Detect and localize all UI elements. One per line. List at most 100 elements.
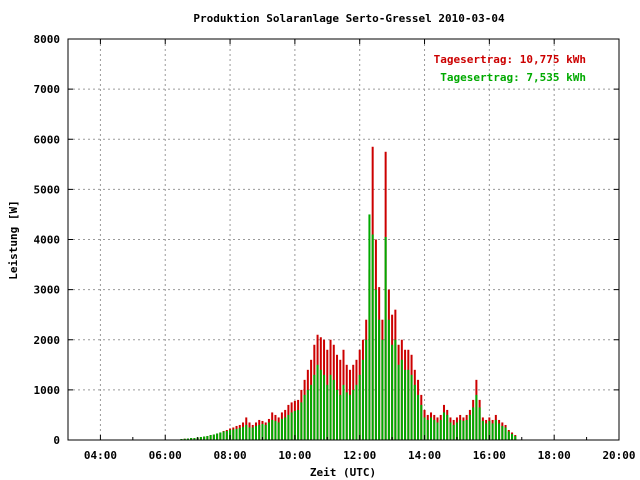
bar-green (209, 434, 212, 440)
bar-green (387, 319, 390, 440)
bar-green (225, 430, 228, 440)
bar-green (319, 369, 322, 440)
bar-green (485, 423, 488, 440)
bar-green (212, 434, 215, 440)
bar-green (242, 426, 245, 440)
y-tick-label: 2000 (34, 334, 61, 347)
bar-green (219, 432, 222, 440)
bar-green (355, 384, 358, 440)
bar-green (446, 414, 449, 440)
bar-green (183, 438, 186, 440)
bar-green (420, 404, 423, 440)
bar-green (407, 369, 410, 440)
x-tick-label: 18:00 (538, 449, 571, 462)
bar-green (368, 214, 371, 440)
y-tick-label: 4000 (34, 234, 61, 247)
y-tick-label: 5000 (34, 183, 61, 196)
bar-green (329, 374, 332, 440)
legend-entry: Tagesertrag: 7,535 kWh (440, 71, 586, 84)
bar-green (264, 424, 267, 440)
bar-green (277, 422, 280, 440)
bar-green (352, 389, 355, 441)
bar-green (475, 394, 478, 440)
bar-green (274, 420, 277, 440)
bar-green (436, 422, 439, 440)
bar-green (206, 435, 209, 440)
bar-green (400, 359, 403, 440)
x-tick-label: 06:00 (149, 449, 182, 462)
bar-green (332, 379, 335, 440)
bar-green (297, 409, 300, 440)
bar-green (300, 402, 303, 440)
x-tick-label: 04:00 (84, 449, 117, 462)
bar-green (468, 414, 471, 440)
y-tick-label: 7000 (34, 83, 61, 96)
y-axis-label: Leistung [W] (7, 200, 20, 279)
legend-entry: Tagesertrag: 10,775 kWh (434, 53, 586, 66)
bar-green (342, 384, 345, 440)
x-tick-label: 16:00 (473, 449, 506, 462)
bar-green (261, 423, 264, 440)
bar-green (280, 418, 283, 440)
grid-lines (68, 39, 619, 440)
bar-green (511, 433, 514, 440)
bar-green (267, 422, 270, 440)
bar-green (452, 424, 455, 440)
bar-green (310, 384, 313, 440)
bar-green (365, 339, 368, 440)
bar-green (378, 319, 381, 440)
y-tick-label: 8000 (34, 33, 61, 46)
bar-green (232, 429, 235, 440)
series-green-bars (180, 214, 517, 441)
bar-green (494, 419, 497, 440)
bar-green (222, 431, 225, 440)
bar-green (371, 234, 374, 440)
bar-green (381, 339, 384, 440)
bar-green (284, 417, 287, 440)
bar-green (488, 420, 491, 440)
y-axis-ticks: 0 1000 2000 3000 4000 5000 6000 7000 8000 (34, 33, 619, 447)
bar-green (455, 422, 458, 440)
bar-green (293, 410, 296, 440)
bar-green (423, 417, 426, 440)
bar-green (465, 419, 468, 440)
bar-green (216, 433, 219, 440)
bar-green (498, 423, 501, 440)
x-tick-label: 08:00 (213, 449, 246, 462)
x-tick-label: 10:00 (278, 449, 311, 462)
bar-green (433, 419, 436, 440)
y-tick-label: 6000 (34, 133, 61, 146)
bar-green (336, 389, 339, 441)
bar-green (326, 384, 329, 440)
bar-green (203, 436, 206, 440)
bar-green (449, 422, 452, 440)
bar-green (229, 429, 232, 440)
bar-green (478, 407, 481, 440)
bar-green (459, 419, 462, 440)
bar-green (190, 438, 193, 440)
bar-green (481, 420, 484, 440)
bar-green (426, 419, 429, 440)
bar-green (245, 424, 248, 440)
bar-green (348, 394, 351, 440)
bar-green (323, 374, 326, 440)
bar-green (501, 425, 504, 440)
x-axis-label: Zeit (UTC) (310, 466, 376, 479)
bar-green (248, 427, 251, 440)
bar-green (290, 412, 293, 440)
series-red-bars (180, 146, 517, 441)
bar-green (235, 428, 238, 440)
bar-green (199, 436, 202, 440)
bar-green (472, 407, 475, 440)
x-axis-ticks: 04:00 06:00 08:00 10:00 12:00 14:00 16:00 18:00… (84, 39, 636, 462)
bar-green (193, 438, 196, 440)
bar-green (462, 420, 465, 440)
bar-green (258, 424, 261, 440)
bar-green (339, 394, 342, 440)
bar-green (439, 419, 442, 440)
x-tick-label: 12:00 (343, 449, 376, 462)
bar-green (384, 236, 387, 440)
bar-green (394, 339, 397, 440)
legend: Tagesertrag: 10,775 kWh Tagesertrag: 7,53… (434, 53, 586, 84)
